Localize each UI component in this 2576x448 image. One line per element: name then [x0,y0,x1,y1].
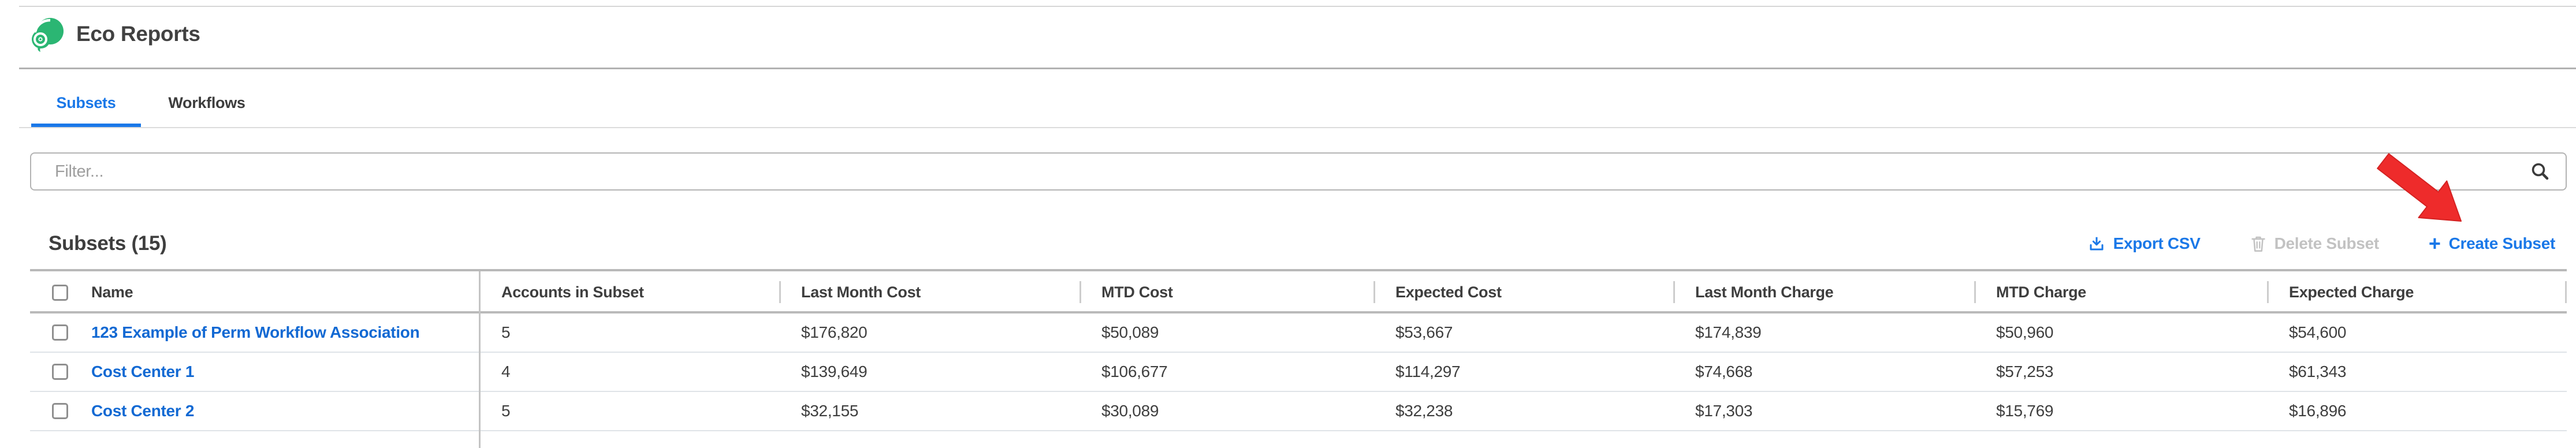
mtd-cost-cell: $106,677 [1101,363,1168,380]
subset-link[interactable]: 123 Example of Perm Workflow Association [91,323,420,341]
table-header-row: Name Accounts in Subset Last Month Cost … [30,271,2567,313]
expected-cost-cell: $32,238 [1395,402,1453,420]
filter-input[interactable] [30,152,2567,191]
column-header-expected-charge: Expected Charge [2267,271,2567,313]
mtd-charge-cell: $15,769 [1996,402,2054,420]
filter-container [30,152,2567,191]
top-hairline [19,6,2576,7]
header-name-cell: Name [30,271,479,313]
name-column-divider [479,271,481,448]
subsets-table: Name Accounts in Subset Last Month Cost … [30,269,2567,448]
export-csv-button[interactable]: Export CSV [2088,234,2201,253]
table-row: Cost Center 1 4 $139,649 $106,677 $114,2… [30,353,2567,392]
column-header-name: Name [91,283,133,301]
trash-icon [2251,236,2265,252]
row-name-cell: 123 Example of Perm Workflow Association [30,323,479,342]
subset-link[interactable]: Cost Center 1 [91,363,195,380]
select-all-checkbox[interactable] [52,284,68,301]
tabs-baseline [19,127,2576,128]
accounts-cell: 5 [501,402,511,420]
mtd-charge-cell: $50,960 [1996,323,2054,341]
column-header-mtd-cost: MTD Cost [1079,271,1373,313]
page-title: Eco Reports [76,22,200,46]
plus-icon: + [2428,232,2441,255]
last-month-charge-cell: $174,839 [1695,323,1762,341]
delete-subset-button[interactable]: Delete Subset [2250,234,2379,253]
create-subset-button[interactable]: + Create Subset [2428,232,2556,255]
last-month-cost-cell: $176,820 [801,323,868,341]
row-checkbox[interactable] [52,403,68,419]
header-divider [19,68,2576,69]
column-header-mtd-charge: MTD Charge [1974,271,2267,313]
expected-charge-cell: $16,896 [2289,402,2347,420]
table-row: Cost Center 2 5 $32,155 $30,089 $32,238 … [30,392,2567,431]
tab-subsets[interactable]: Subsets [56,94,116,111]
row-name-cell: Cost Center 2 [30,402,479,420]
row-name-cell: Cost Center 1 [30,363,479,381]
download-icon [2090,237,2104,251]
mtd-charge-cell: $57,253 [1996,363,2054,380]
header-right-divider [2565,281,2567,303]
expected-charge-cell: $54,600 [2289,323,2347,341]
row-checkbox[interactable] [52,364,68,380]
red-arrow-annotation [2377,153,2462,222]
column-header-accounts: Accounts in Subset [501,283,644,301]
delete-subset-label: Delete Subset [2274,234,2380,252]
export-csv-label: Export CSV [2113,234,2201,252]
eco-logo-icon [32,18,64,52]
last-month-cost-cell: $32,155 [801,402,859,420]
row-checkbox[interactable] [52,324,68,341]
accounts-cell: 5 [501,323,511,341]
search-icon[interactable] [2530,161,2551,182]
column-header-last-month-cost: Last Month Cost [779,271,1079,313]
expected-charge-cell: $61,343 [2289,363,2347,380]
toolbar: Export CSV Delete Subset + Create Subset [2088,231,2555,256]
column-header-expected-cost: Expected Cost [1373,271,1673,313]
create-subset-label: Create Subset [2448,234,2556,252]
section-title: Subsets (15) [49,232,167,255]
tab-workflows[interactable]: Workflows [168,94,245,111]
last-month-charge-cell: $74,668 [1695,363,1753,380]
accounts-cell: 4 [501,363,511,380]
subset-link[interactable]: Cost Center 2 [91,402,195,420]
expected-cost-cell: $114,297 [1395,363,1461,380]
active-tab-underline [31,124,141,128]
last-month-charge-cell: $17,303 [1695,402,1753,420]
table-row: 123 Example of Perm Workflow Association… [30,313,2567,353]
last-month-cost-cell: $139,649 [801,363,868,380]
column-header-last-month-charge: Last Month Charge [1673,271,1974,313]
expected-cost-cell: $53,667 [1395,323,1453,341]
mtd-cost-cell: $50,089 [1101,323,1159,341]
mtd-cost-cell: $30,089 [1101,402,1159,420]
